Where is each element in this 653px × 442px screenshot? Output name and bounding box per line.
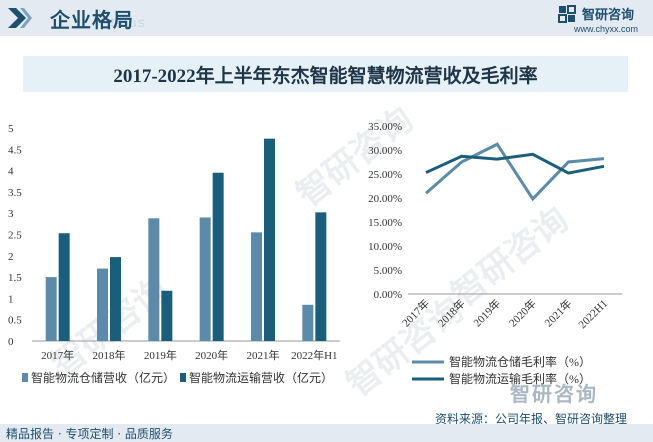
x-tick-label: 2022年H1 xyxy=(291,348,337,362)
legend-label: 智能物流仓储毛利率（%） xyxy=(449,354,591,369)
x-tick-label: 2021年 xyxy=(247,348,280,362)
y-tick-label: 5.00% xyxy=(374,265,402,277)
series-line-storage xyxy=(425,142,605,202)
legend-swatch xyxy=(22,373,28,382)
chart-title-box: 2017-2022年上半年东杰智能智慧物流营收及毛利率 xyxy=(23,56,628,92)
line-chart: 0.00% 5.00% 10.00% 15.00% 20.00% 25.00% 30.00%… xyxy=(368,121,622,386)
bar-transport xyxy=(110,257,121,341)
y-tick-label: 2.5 xyxy=(8,230,22,242)
y-tick-label: 25.00% xyxy=(368,169,402,181)
bar-storage xyxy=(199,217,211,341)
page-title: 企业格局 xyxy=(50,8,134,32)
legend-label: 智能物流运输毛利率（%） xyxy=(449,371,591,386)
x-tick-label: 2017年 xyxy=(399,296,432,329)
legend-label: 智能物流运输营收（亿元） xyxy=(189,370,333,385)
x-tick-label: 2019年 xyxy=(144,348,177,362)
x-tick-label: 2017年 xyxy=(41,348,74,362)
y-tick-label: 0.00% xyxy=(374,289,402,301)
y-tick-label: 3.5 xyxy=(8,187,22,199)
y-tick-label: 0.5 xyxy=(8,315,22,327)
bar-storage xyxy=(302,304,314,341)
chart-title: 2017-2022年上半年东杰智能智慧物流营收及毛利率 xyxy=(113,65,538,87)
footer-text: 精品报告 · 专项定制 · 品质服务 xyxy=(6,427,173,441)
x-tick-label: 2019年 xyxy=(470,296,503,329)
y-tick-label: 15.00% xyxy=(368,217,402,229)
y-tick-label: 30.00% xyxy=(368,145,402,157)
y-tick-label: 2 xyxy=(8,251,14,263)
bar-transport xyxy=(58,233,70,341)
y-tick-label: 35.00% xyxy=(368,121,402,133)
brand-logo-icon xyxy=(558,5,576,23)
bottom-logo-text: 智研咨询 xyxy=(510,382,598,406)
chevron-right-icon xyxy=(8,8,32,28)
header-bar xyxy=(0,0,653,36)
bar-storage xyxy=(45,277,57,341)
legend-label: 智能物流仓储营收（亿元） xyxy=(31,370,175,385)
x-tick-label: 2021年 xyxy=(541,296,574,329)
x-tick-label: 2020年 xyxy=(506,296,539,329)
x-tick-label: 2020年 xyxy=(195,348,228,362)
y-tick-label: 5 xyxy=(8,123,14,135)
x-tick-label: 2018年 xyxy=(93,348,126,362)
y-tick-label: 1.5 xyxy=(8,272,22,284)
header-ghost-text: Status xyxy=(100,14,146,30)
bar-transport xyxy=(161,290,173,341)
bar-transport xyxy=(315,212,327,341)
bar-transport xyxy=(212,172,224,341)
bar-storage xyxy=(251,232,262,341)
bar-storage xyxy=(148,218,160,341)
y-tick-label: 1 xyxy=(8,293,14,305)
y-tick-label: 4.5 xyxy=(8,144,22,156)
bar-chart: 0 0.5 1 1.5 2 2.5 3 3.5 4 4.5 5 2017年 2018年 2019年 2020… xyxy=(8,123,340,385)
y-tick-label: 20.00% xyxy=(368,193,402,205)
series-line-transport xyxy=(425,152,605,175)
bar-transport xyxy=(264,138,275,341)
footer-bar xyxy=(0,424,653,442)
y-tick-label: 0 xyxy=(8,336,14,348)
y-tick-label: 10.00% xyxy=(368,241,402,253)
y-tick-label: 3 xyxy=(8,208,14,220)
brand-url: www.chyxx.com xyxy=(574,24,639,34)
y-tick-label: 4 xyxy=(8,166,14,178)
x-tick-label: 2022H1 xyxy=(577,298,611,332)
legend-swatch xyxy=(180,373,186,382)
x-tick-label: 2018年 xyxy=(434,296,467,329)
source-note: 资料来源：公司年报、智研咨询整理 xyxy=(435,412,628,426)
brand-name: 智研咨询 xyxy=(582,8,635,23)
bar-storage xyxy=(97,268,108,341)
